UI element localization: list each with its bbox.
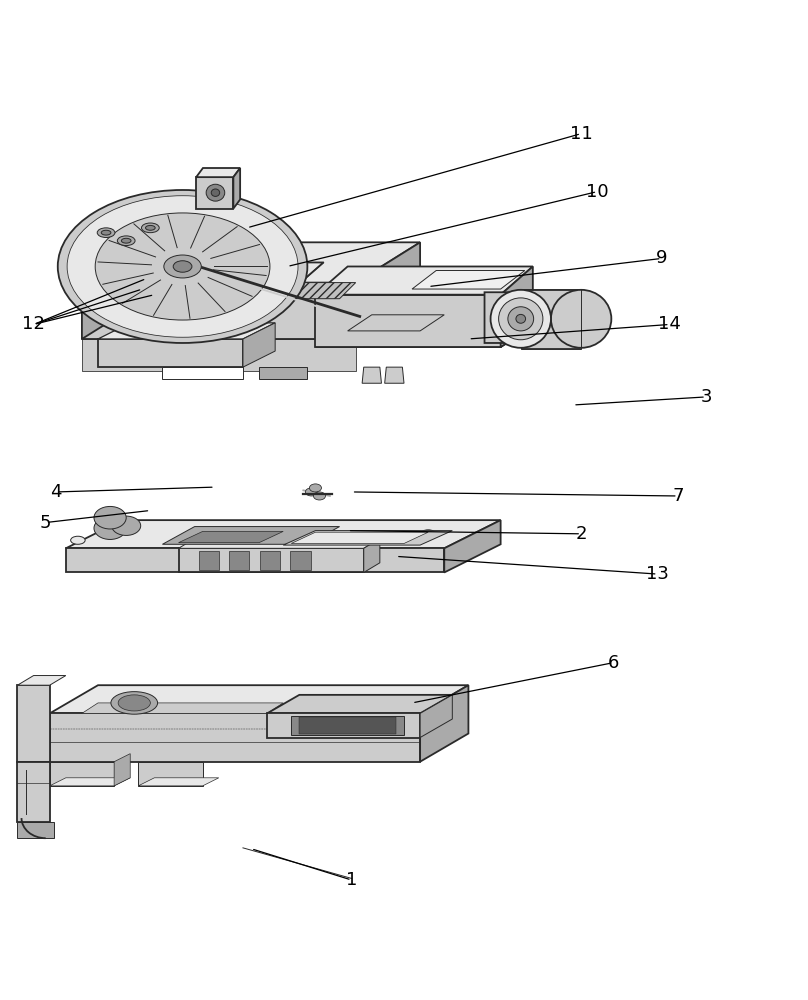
- Ellipse shape: [305, 488, 318, 496]
- Polygon shape: [521, 290, 579, 348]
- Text: 9: 9: [656, 249, 667, 267]
- Polygon shape: [82, 339, 356, 371]
- Text: 4: 4: [50, 483, 62, 501]
- Ellipse shape: [67, 196, 298, 337]
- Polygon shape: [18, 822, 53, 838]
- Polygon shape: [291, 532, 428, 543]
- Text: 3: 3: [701, 388, 712, 406]
- Ellipse shape: [164, 255, 201, 278]
- Polygon shape: [315, 295, 501, 347]
- Ellipse shape: [516, 314, 525, 323]
- Polygon shape: [65, 520, 501, 548]
- Polygon shape: [50, 762, 114, 786]
- Ellipse shape: [57, 190, 307, 343]
- Polygon shape: [138, 778, 219, 786]
- Polygon shape: [299, 717, 396, 734]
- Polygon shape: [420, 685, 469, 762]
- Ellipse shape: [508, 307, 533, 331]
- Polygon shape: [179, 548, 364, 572]
- Polygon shape: [385, 367, 404, 383]
- Text: 11: 11: [570, 125, 592, 143]
- Polygon shape: [50, 685, 469, 713]
- Polygon shape: [162, 527, 339, 544]
- Polygon shape: [267, 283, 356, 299]
- Polygon shape: [18, 676, 65, 685]
- Polygon shape: [260, 551, 280, 570]
- Polygon shape: [82, 275, 142, 307]
- Polygon shape: [196, 177, 234, 209]
- Polygon shape: [347, 315, 444, 331]
- Polygon shape: [315, 327, 532, 347]
- Polygon shape: [98, 339, 243, 367]
- Ellipse shape: [490, 290, 551, 348]
- Polygon shape: [234, 168, 240, 209]
- Ellipse shape: [94, 517, 126, 539]
- Ellipse shape: [101, 230, 111, 235]
- Polygon shape: [18, 762, 50, 822]
- Polygon shape: [114, 754, 130, 786]
- Polygon shape: [50, 713, 420, 762]
- Ellipse shape: [211, 189, 220, 196]
- Polygon shape: [138, 762, 203, 786]
- Ellipse shape: [121, 238, 131, 243]
- Polygon shape: [364, 539, 380, 572]
- Polygon shape: [259, 367, 307, 379]
- Ellipse shape: [111, 692, 158, 714]
- Text: 1: 1: [346, 871, 357, 889]
- Ellipse shape: [95, 213, 270, 320]
- Polygon shape: [356, 242, 420, 339]
- Polygon shape: [291, 716, 404, 735]
- Polygon shape: [65, 548, 444, 572]
- Polygon shape: [196, 168, 240, 177]
- Polygon shape: [162, 367, 243, 379]
- Polygon shape: [243, 323, 276, 367]
- Ellipse shape: [314, 492, 326, 500]
- Ellipse shape: [118, 695, 150, 711]
- Polygon shape: [420, 695, 452, 738]
- Polygon shape: [290, 551, 310, 570]
- Ellipse shape: [112, 516, 141, 535]
- Ellipse shape: [145, 225, 155, 230]
- Polygon shape: [82, 242, 146, 339]
- Text: 2: 2: [575, 525, 587, 543]
- Polygon shape: [82, 283, 356, 339]
- Text: 12: 12: [22, 315, 45, 333]
- Ellipse shape: [421, 530, 436, 538]
- Polygon shape: [82, 703, 284, 713]
- Polygon shape: [501, 266, 532, 347]
- Ellipse shape: [173, 261, 192, 272]
- Text: 13: 13: [646, 565, 669, 583]
- Text: 6: 6: [608, 654, 619, 672]
- Text: 14: 14: [659, 315, 681, 333]
- Text: 10: 10: [586, 183, 608, 201]
- Ellipse shape: [309, 484, 322, 492]
- Ellipse shape: [141, 223, 159, 233]
- Ellipse shape: [94, 506, 126, 529]
- Ellipse shape: [97, 228, 115, 237]
- Polygon shape: [444, 520, 501, 572]
- Polygon shape: [179, 539, 380, 548]
- Ellipse shape: [551, 290, 612, 348]
- Ellipse shape: [70, 536, 85, 544]
- Polygon shape: [362, 367, 381, 383]
- Polygon shape: [315, 266, 532, 295]
- Polygon shape: [98, 323, 276, 339]
- Polygon shape: [267, 713, 420, 738]
- Polygon shape: [50, 778, 130, 786]
- Polygon shape: [82, 242, 420, 283]
- Polygon shape: [284, 531, 452, 545]
- Text: 5: 5: [40, 514, 52, 532]
- Polygon shape: [485, 292, 549, 343]
- Polygon shape: [412, 271, 524, 289]
- Polygon shape: [18, 685, 50, 762]
- Text: 7: 7: [672, 487, 684, 505]
- Polygon shape: [179, 531, 284, 543]
- Polygon shape: [267, 695, 452, 713]
- Polygon shape: [199, 551, 219, 570]
- Ellipse shape: [206, 184, 225, 201]
- Polygon shape: [229, 551, 250, 570]
- Ellipse shape: [117, 236, 135, 246]
- Ellipse shape: [499, 298, 543, 340]
